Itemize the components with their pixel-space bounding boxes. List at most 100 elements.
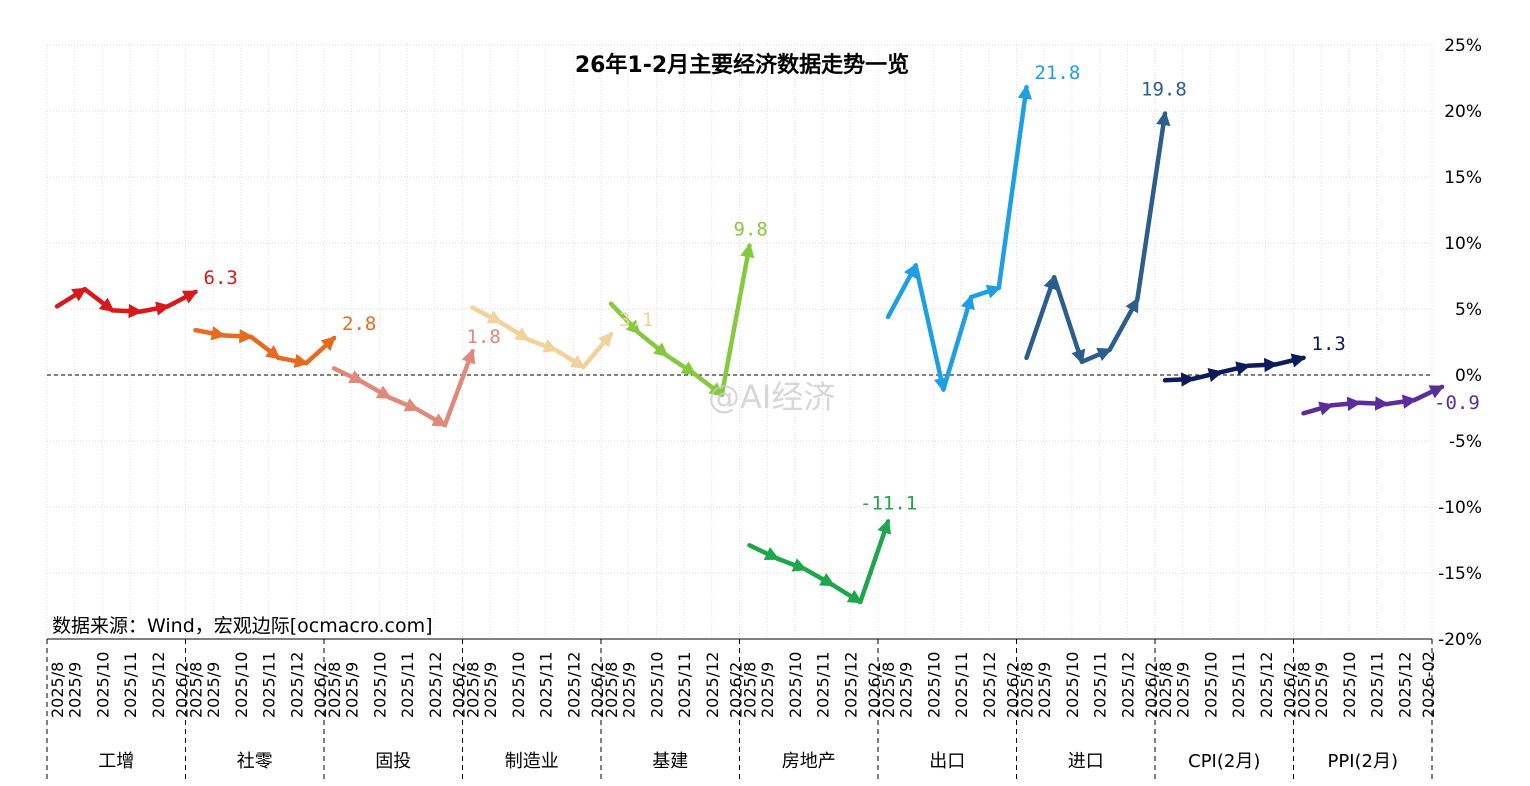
x-tick-label: 2025/12	[1257, 652, 1276, 718]
grid-layer	[46, 44, 1433, 640]
series-segment	[1273, 353, 1307, 368]
series-segment	[442, 348, 476, 428]
series-segment	[470, 305, 503, 325]
series-segment	[1162, 372, 1196, 387]
x-tick-label: 2025/8	[187, 662, 206, 718]
series-segment	[193, 326, 227, 341]
series-segment	[1356, 396, 1390, 411]
y-tick-label: -10%	[1438, 498, 1482, 518]
series-group	[747, 518, 892, 605]
x-tick-label: 2025/9	[66, 662, 85, 718]
series-group	[1024, 110, 1171, 365]
series-segment	[830, 582, 863, 605]
x-tick-label: 2025/10	[1201, 652, 1220, 718]
x-tick-label: 2025/12	[1395, 652, 1414, 718]
category-label: 房地产	[782, 751, 836, 772]
x-tick-label: 2025/12	[149, 652, 168, 718]
series-segment	[1135, 110, 1171, 303]
series-segment	[608, 301, 641, 336]
x-tick-label: 2025/11	[121, 652, 140, 718]
series-segment	[774, 556, 808, 572]
x-tick-label: 2025/10	[786, 652, 805, 718]
end-value-label: 19.8	[1141, 79, 1187, 101]
x-tick-label: 2025/12	[1118, 652, 1137, 718]
watermark-text: @AI经济	[708, 378, 835, 416]
x-tick-label: 2025/11	[1091, 652, 1110, 718]
x-tick-label: 2025/8	[48, 662, 67, 718]
x-tick-label: 2025/12	[980, 652, 999, 718]
y-tick-label: 0%	[1455, 366, 1482, 386]
x-tick-label: 2025/9	[481, 662, 500, 718]
end-value-label: 9.8	[734, 219, 768, 241]
series-segment	[387, 395, 420, 412]
x-tick-label: 2025/8	[1156, 662, 1175, 718]
series-segment	[747, 543, 780, 561]
category-label: 工增	[98, 751, 134, 772]
y-tick-label: -15%	[1438, 564, 1482, 584]
series-layer	[54, 84, 1445, 605]
x-tick-label: 2025/9	[1035, 662, 1054, 718]
series-segment	[636, 330, 669, 358]
series-segment	[220, 328, 254, 344]
category-label: 进口	[1068, 751, 1104, 772]
series-group	[1301, 384, 1445, 416]
series-segment	[54, 286, 88, 309]
category-label: PPI(2月)	[1327, 751, 1398, 772]
series-segment	[1218, 361, 1251, 376]
x-tick-label: 2026/2	[1281, 662, 1300, 718]
series-segment	[1301, 401, 1334, 416]
x-tick-label: 2025/11	[398, 652, 417, 718]
x-tick-label: 2025/12	[703, 652, 722, 718]
series-segment	[137, 301, 171, 316]
y-tick-label: 15%	[1444, 168, 1482, 188]
x-tick-label: 2025/8	[741, 662, 760, 718]
x-tick-label: 2026/2	[727, 662, 746, 718]
end-value-label: -0.9	[1434, 392, 1480, 414]
series-segment	[1079, 347, 1113, 365]
series-group	[331, 348, 476, 428]
source-note: 数据来源：Wind，宏观边际[ocmacro.com]	[52, 615, 433, 637]
x-tick-label: 2026/2	[173, 662, 192, 718]
y-tick-label: -20%	[1438, 630, 1482, 650]
series-segment	[1024, 274, 1058, 361]
x-tick-label: 2025/11	[260, 652, 279, 718]
series-segment	[941, 294, 975, 392]
x-tick-label: 2025/12	[287, 652, 306, 718]
end-value-label: 3.1	[619, 309, 653, 331]
x-tick-label: 2025/8	[325, 662, 344, 718]
series-segment	[1107, 297, 1140, 353]
x-tick-label: 2025/10	[93, 652, 112, 718]
end-value-label: 2.8	[342, 313, 376, 335]
series-segment	[1051, 275, 1086, 365]
series-group	[54, 286, 199, 319]
x-tick-label: 2025/8	[879, 662, 898, 718]
y-tick-label: 10%	[1444, 234, 1482, 254]
x-tick-label: 2025/11	[814, 652, 833, 718]
series-segment	[553, 347, 586, 370]
series-group	[1162, 353, 1307, 387]
x-tick-label: 2025/9	[343, 662, 362, 718]
x-tick-label: 2025/9	[204, 662, 223, 718]
series-segment	[664, 352, 697, 376]
x-tick-label: 2025/10	[924, 652, 943, 718]
x-tick-label: 2025/9	[1312, 662, 1331, 718]
series-segment	[996, 84, 1033, 291]
series-group	[470, 305, 614, 370]
x-tick-label: 2025/11	[1229, 652, 1248, 718]
category-label: 固投	[375, 751, 411, 772]
x-tick-label: 2026/2	[1142, 662, 1161, 718]
x-tick-label: 2026/2	[311, 662, 330, 718]
series-segment	[331, 366, 365, 384]
x-tick-label: 2025/8	[1018, 662, 1037, 718]
x-tick-label: 2025/10	[1340, 652, 1359, 718]
end-labels: 6.3 2.8 1.8 3.1 9.8 -11.1 21.8 19.8 1.3 -0.9	[204, 62, 1480, 514]
y-axis-ticks: 25% 20% 15% 10% 5% 0% -5% -10% -15% -20%	[1438, 36, 1482, 650]
category-label: 基建	[652, 751, 688, 772]
series-segment	[581, 331, 614, 370]
series-group	[193, 326, 337, 369]
series-segment	[913, 263, 948, 393]
x-tick-label: 2025/9	[620, 662, 639, 718]
x-tick-label: 2025/11	[1368, 652, 1387, 718]
x-tick-label: 2025/10	[509, 652, 528, 718]
